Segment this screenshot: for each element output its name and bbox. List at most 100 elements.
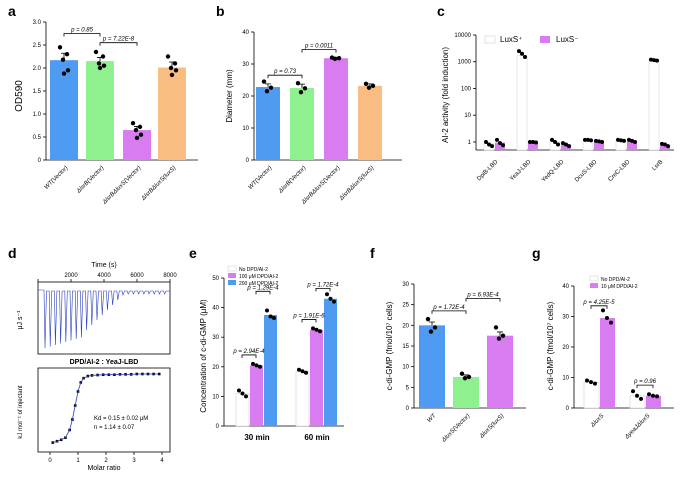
a-data-point	[134, 135, 140, 141]
c-data-point	[531, 139, 535, 144]
e-data-point	[272, 315, 276, 320]
d-kd-annotation: Kd = 0.15 ± 0.02 μM	[94, 416, 148, 422]
a-bar	[123, 130, 151, 160]
g-ytick-label: 40	[562, 284, 569, 290]
e-data-point	[258, 364, 262, 369]
c-data-point	[660, 141, 664, 146]
c-data-point	[517, 49, 521, 54]
g-legend-swatch	[589, 275, 599, 282]
e-data-point	[240, 391, 245, 396]
d-fit-line	[52, 373, 160, 443]
e-legend-swatch	[228, 280, 236, 285]
a-ytick-label: 2.5	[33, 43, 42, 49]
c-data-point	[523, 55, 527, 60]
e-bar	[295, 370, 310, 427]
a-bar	[86, 61, 114, 160]
panel-label-g: g	[532, 245, 541, 261]
c-legend-label: LuxS⁺	[500, 35, 522, 44]
c-data-point	[561, 141, 565, 146]
g-data-point	[655, 394, 659, 399]
f-data-point	[459, 371, 465, 376]
c-bar	[516, 55, 528, 151]
c-category-label: CreC-LBD	[608, 159, 632, 183]
a-data-point	[97, 65, 103, 71]
a-data-point	[96, 61, 102, 66]
c-legend-label: LuxS⁻	[556, 35, 578, 44]
g-data-point	[605, 316, 609, 321]
f-category-label: ΔluxS(luxS)	[478, 413, 505, 440]
a-data-point	[130, 121, 136, 126]
b-data-point	[332, 56, 338, 62]
e-data-point	[254, 363, 259, 368]
d-bottom-ylabel: kJ mol⁻¹ of injectant	[18, 385, 24, 439]
e-bar	[235, 393, 250, 427]
f-ytick-label: 20	[402, 323, 409, 329]
d-bottom-xtick-label: 3	[132, 458, 136, 464]
b-ytick-label: 30	[242, 62, 249, 68]
c-data-point	[589, 138, 593, 143]
panel-label-e: e	[189, 245, 197, 261]
c-data-point	[556, 142, 560, 147]
g-p-value: p = 4.25E-5	[582, 300, 615, 306]
c-bar	[594, 141, 604, 150]
g-data-point	[585, 378, 589, 383]
a-data-point	[138, 132, 144, 137]
chart-a: 0 0.5 1.0 1.5 2.0 2.5 3.0 OD590 WT(Vector) ΔlsrB(…	[14, 20, 198, 206]
a-p-value: p = 7.22E-8	[102, 37, 135, 43]
c-data-point	[652, 58, 656, 63]
c-data-point	[622, 138, 626, 143]
c-bar	[495, 142, 505, 150]
a-data-point	[60, 57, 66, 62]
b-ytick-label: 0	[246, 158, 250, 164]
b-ytick-label: 20	[242, 94, 249, 100]
a-data-point	[133, 127, 139, 133]
g-data-point	[631, 389, 635, 394]
b-data-point	[302, 86, 308, 91]
f-category-label: ΔluxS(Vector)	[440, 413, 471, 444]
c-data-point	[534, 140, 538, 145]
a-comparison-bracket	[99, 42, 138, 46]
e-ytick-label: 20	[212, 365, 219, 371]
a-ytick-label: 1.5	[33, 89, 42, 95]
f-error-bar	[429, 321, 435, 326]
e-bar	[310, 329, 323, 426]
g-data-point	[601, 308, 605, 313]
b-category-label: ΔlsrBΔluxS(Vector)	[300, 165, 341, 206]
e-category-label: 30 min	[244, 433, 269, 442]
a-ytick-label: 2.0	[33, 66, 42, 72]
e-data-point	[268, 314, 273, 319]
a-data-point	[169, 72, 175, 78]
g-ytick-label: 30	[562, 315, 569, 321]
a-ytick-label: 3.0	[33, 20, 42, 26]
e-comparison-bracket	[315, 287, 331, 292]
c-data-point	[528, 139, 532, 144]
g-bar	[600, 318, 615, 408]
e-data-point	[237, 388, 241, 393]
e-data-point	[318, 329, 322, 334]
c-data-point	[633, 139, 637, 144]
e-data-point	[244, 394, 248, 399]
c-data-point	[600, 139, 604, 144]
e-ytick-label: 30	[212, 335, 219, 341]
g-comparison-bracket	[590, 305, 608, 309]
d-n-annotation: n = 1.14 ± 0.07	[94, 425, 135, 431]
e-legend-label: No DPD/AI-2	[239, 267, 268, 273]
g-data-point	[639, 396, 643, 401]
a-data-point	[57, 45, 63, 50]
e-p-value: p = 1.72E-4	[306, 282, 339, 288]
a-ytick-label: 0	[38, 158, 42, 164]
b-error-bar	[299, 83, 305, 88]
e-p-value: p = 2.94E-4	[232, 349, 265, 355]
g-category-label: ΔyeaJΔluxS	[624, 413, 652, 441]
a-category-label: ΔlsrBΔluxS(Vector)	[101, 165, 142, 206]
b-data-point	[298, 89, 304, 95]
b-bar	[324, 58, 348, 160]
e-legend-swatch	[228, 273, 236, 278]
c-category-label: DpiB-LBD	[476, 159, 500, 183]
d-thermogram-trace	[38, 289, 170, 349]
e-data-point	[304, 370, 308, 375]
c-ytick-label: 10000	[454, 33, 471, 39]
g-legend-swatch	[590, 283, 598, 288]
b-data-point	[336, 56, 342, 61]
e-legend-label: 100 μM DPD/AI-2	[239, 274, 279, 280]
